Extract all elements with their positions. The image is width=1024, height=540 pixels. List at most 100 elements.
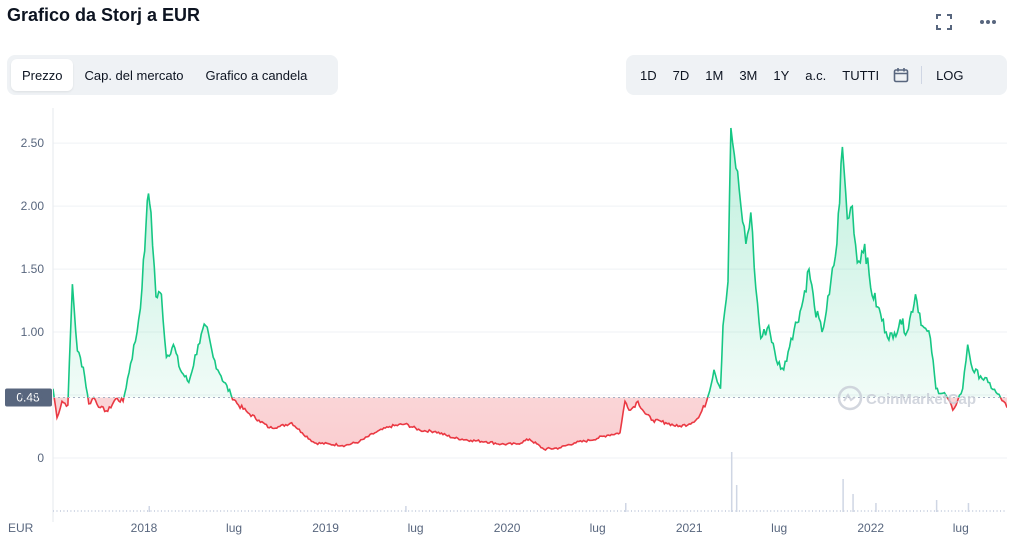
range-1d[interactable]: 1D — [640, 67, 657, 83]
volume-bar — [839, 510, 841, 512]
range-1y[interactable]: 1Y — [773, 67, 790, 83]
volume-bar — [902, 510, 904, 512]
page-title: Grafico da Storj a EUR — [7, 5, 201, 25]
watermark-logo-icon — [837, 385, 863, 411]
volume-bar — [234, 510, 236, 512]
volume-bar — [965, 510, 967, 512]
volume-bar — [167, 510, 169, 512]
volume-bar — [293, 510, 295, 512]
price-area-up — [53, 128, 1001, 398]
volume-bar — [651, 510, 653, 512]
volume-bar — [390, 510, 392, 512]
volume-bar — [825, 510, 827, 512]
volume-bar — [244, 510, 246, 512]
volume-bar — [557, 510, 559, 512]
volume-bar — [429, 510, 431, 512]
volume-bar — [853, 510, 855, 512]
volume-bar — [742, 510, 744, 512]
volume-bar — [745, 510, 747, 512]
volume-bar — [780, 510, 782, 512]
volume-bar — [634, 510, 636, 512]
volume-bar — [481, 510, 483, 512]
volume-bar — [947, 510, 949, 512]
volume-bar — [888, 510, 890, 512]
volume-bar — [683, 510, 685, 512]
volume-bar — [227, 510, 229, 512]
volume-bar — [63, 510, 65, 512]
volume-bar — [1000, 510, 1002, 512]
volume-bar — [279, 510, 281, 512]
range-all[interactable]: TUTTI — [842, 67, 880, 83]
volume-bar — [530, 510, 531, 512]
volume-bar — [603, 510, 605, 512]
price-line-up — [53, 127, 1002, 398]
volume-bar — [275, 510, 277, 512]
volume-bar — [857, 510, 859, 512]
tab-candlestick[interactable]: Grafico a candela — [205, 67, 308, 83]
volume-bar — [220, 510, 222, 512]
range-divider — [921, 66, 923, 84]
volume-bar — [345, 510, 347, 512]
volume-bar — [484, 510, 486, 512]
volume-bar — [812, 510, 814, 512]
range-3m[interactable]: 3M — [739, 67, 758, 83]
x-tick-label: lug — [771, 521, 787, 535]
volume-bar — [73, 510, 75, 512]
volume-bar — [961, 510, 963, 512]
range-1m[interactable]: 1M — [705, 67, 724, 83]
volume-bar — [408, 510, 410, 512]
volume-bar — [554, 510, 556, 512]
volume-bar — [310, 510, 312, 512]
x-tick-label: 2022 — [857, 521, 884, 535]
log-scale-toggle[interactable]: LOG — [936, 67, 964, 83]
y-tick-label: 0.50 — [21, 388, 45, 402]
volume-bar — [185, 510, 187, 512]
currency-label: EUR — [8, 521, 34, 535]
x-tick-label: lug — [590, 521, 606, 535]
volume-bar — [752, 510, 754, 512]
volume-bar — [338, 510, 340, 512]
volume-bar — [791, 510, 793, 512]
volume-bar — [815, 510, 817, 512]
more-dots-icon[interactable] — [977, 12, 999, 32]
volume-bar — [359, 510, 361, 512]
volume-bar — [498, 510, 500, 512]
y-tick-label: 1.00 — [21, 325, 45, 339]
range-7d[interactable]: 7D — [672, 67, 690, 83]
volume-bar — [686, 510, 688, 512]
volume-bar — [589, 510, 591, 512]
volume-bar — [881, 510, 883, 512]
volume-bar — [892, 510, 894, 512]
y-tick-label: 1.50 — [21, 262, 45, 276]
volume-bar — [314, 510, 316, 512]
volume-bar — [418, 510, 420, 512]
volume-bar — [178, 510, 180, 512]
volume-bar — [693, 510, 695, 512]
volume-bar — [919, 510, 921, 512]
tab-market-cap[interactable]: Cap. del mercato — [84, 67, 184, 83]
volume-bar — [923, 510, 925, 512]
volume-bar — [655, 510, 657, 512]
volume-bar — [561, 510, 563, 512]
volume-bar — [676, 510, 678, 512]
expand-icon[interactable] — [933, 12, 955, 32]
volume-bar — [94, 510, 96, 512]
volume-bar — [453, 510, 455, 512]
range-ytd[interactable]: a.c. — [805, 67, 827, 83]
volume-bar — [822, 510, 824, 512]
calendar-icon[interactable] — [887, 67, 915, 83]
volume-bar — [582, 510, 584, 512]
volume-bar — [777, 510, 779, 512]
volume-bar — [749, 510, 751, 512]
volume-bar — [247, 510, 249, 512]
volume-bar — [536, 510, 538, 512]
volume-bar — [930, 510, 932, 512]
volume-bar — [373, 510, 375, 512]
volume-bar — [202, 510, 204, 512]
volume-bar — [846, 510, 848, 512]
volume-bar — [251, 510, 253, 512]
volume-bar — [324, 510, 326, 512]
volume-bar — [975, 510, 977, 512]
tab-prezzo[interactable]: Prezzo — [11, 59, 74, 91]
volume-bar — [282, 510, 284, 512]
